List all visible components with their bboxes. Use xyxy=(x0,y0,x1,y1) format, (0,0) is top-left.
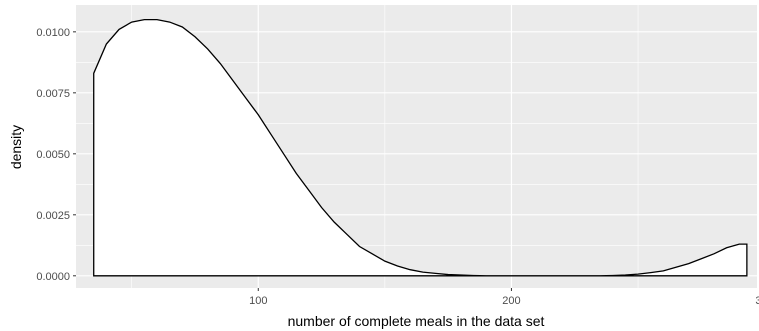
x-tick-label: 100 xyxy=(249,295,267,307)
y-tick-label: 0.0075 xyxy=(36,88,70,100)
y-axis-title: density xyxy=(8,125,24,169)
y-axis: 0.0000 0.0025 0.0050 0.0075 0.0100 xyxy=(36,27,76,283)
y-tick-label: 0.0050 xyxy=(36,149,70,161)
density-area xyxy=(93,19,747,276)
y-tick-label: 0.0025 xyxy=(36,210,70,222)
x-tick-label: 200 xyxy=(502,295,520,307)
density-line xyxy=(93,18,748,277)
y-tick-label: 0.0000 xyxy=(36,271,70,283)
x-axis-title: number of complete meals in the data set xyxy=(288,313,545,329)
x-tick-label: 300 xyxy=(755,295,759,307)
x-axis: 100 200 300 xyxy=(249,288,759,307)
y-tick-label: 0.0100 xyxy=(36,27,70,39)
